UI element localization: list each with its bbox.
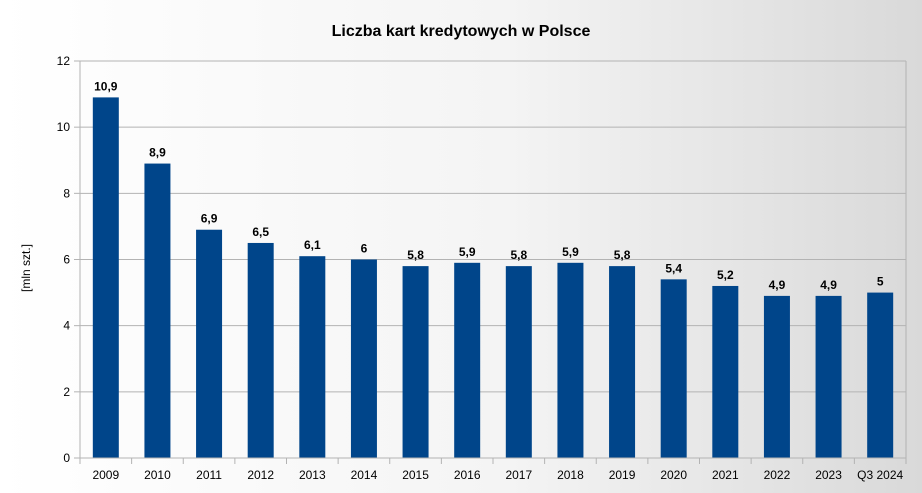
y-axis-label: [mln szt.]: [19, 244, 33, 292]
bar: [402, 266, 429, 458]
y-tick-label: 2: [63, 385, 70, 399]
bar: [247, 242, 274, 458]
bar: [712, 285, 739, 458]
bar: [557, 262, 584, 458]
axes: [74, 60, 907, 464]
labels: 0 2 4 6 8 10 12 2009 10,9 2010 8,9 2011 6,9 2012 6,5 20…: [57, 54, 904, 482]
x-tick-label: 2022: [764, 468, 791, 482]
data-label: 6,1: [304, 238, 321, 252]
x-tick-label: 2010: [144, 468, 171, 482]
data-label: 5,8: [614, 248, 631, 262]
x-tick-label: 2011: [196, 468, 222, 482]
bar: [299, 256, 326, 458]
y-tick-label: 6: [63, 253, 70, 267]
x-tick-label: 2023: [815, 468, 842, 482]
bar: [196, 229, 223, 458]
data-label: 6,9: [201, 212, 218, 226]
data-label: 5: [877, 275, 884, 289]
bar: [815, 295, 842, 458]
x-tick-label: 2012: [247, 468, 274, 482]
data-label: 4,9: [820, 278, 837, 292]
x-tick-label: 2014: [351, 468, 378, 482]
x-tick-label: 2016: [454, 468, 481, 482]
y-tick-label: 4: [63, 319, 70, 333]
data-label: 6,5: [252, 225, 269, 239]
x-tick-label: 2009: [92, 468, 119, 482]
bar: [454, 262, 481, 458]
x-tick-label: 2019: [609, 468, 636, 482]
x-tick-label: Q3 2024: [857, 468, 903, 482]
y-tick-label: 10: [57, 120, 71, 134]
data-label: 6: [361, 242, 368, 256]
x-tick-label: 2021: [712, 468, 739, 482]
bar: [144, 163, 171, 458]
data-label: 8,9: [149, 146, 166, 160]
x-tick-label: 2017: [505, 468, 532, 482]
data-label: 5,2: [717, 268, 734, 282]
y-tick-label: 0: [63, 451, 70, 465]
bar: [609, 266, 636, 458]
bar: [505, 266, 532, 458]
data-label: 10,9: [94, 79, 118, 93]
bar: [350, 259, 377, 458]
bar: [867, 292, 894, 458]
x-tick-label: 2020: [660, 468, 687, 482]
y-tick-label: 8: [63, 186, 70, 200]
bar: [763, 295, 790, 458]
x-tick-label: 2015: [402, 468, 429, 482]
bar: [92, 97, 119, 459]
data-label: 5,8: [510, 248, 527, 262]
x-tick-label: 2013: [299, 468, 326, 482]
data-label: 5,8: [407, 248, 424, 262]
bar: [660, 279, 687, 458]
x-tick-label: 2018: [557, 468, 584, 482]
data-label: 5,9: [562, 245, 579, 259]
chart-title: Liczba kart kredytowych w Polsce: [332, 23, 591, 40]
data-label: 4,9: [769, 278, 786, 292]
bars: [92, 97, 894, 459]
data-label: 5,9: [459, 245, 476, 259]
y-tick-label: 12: [57, 54, 71, 68]
data-label: 5,4: [665, 261, 682, 275]
